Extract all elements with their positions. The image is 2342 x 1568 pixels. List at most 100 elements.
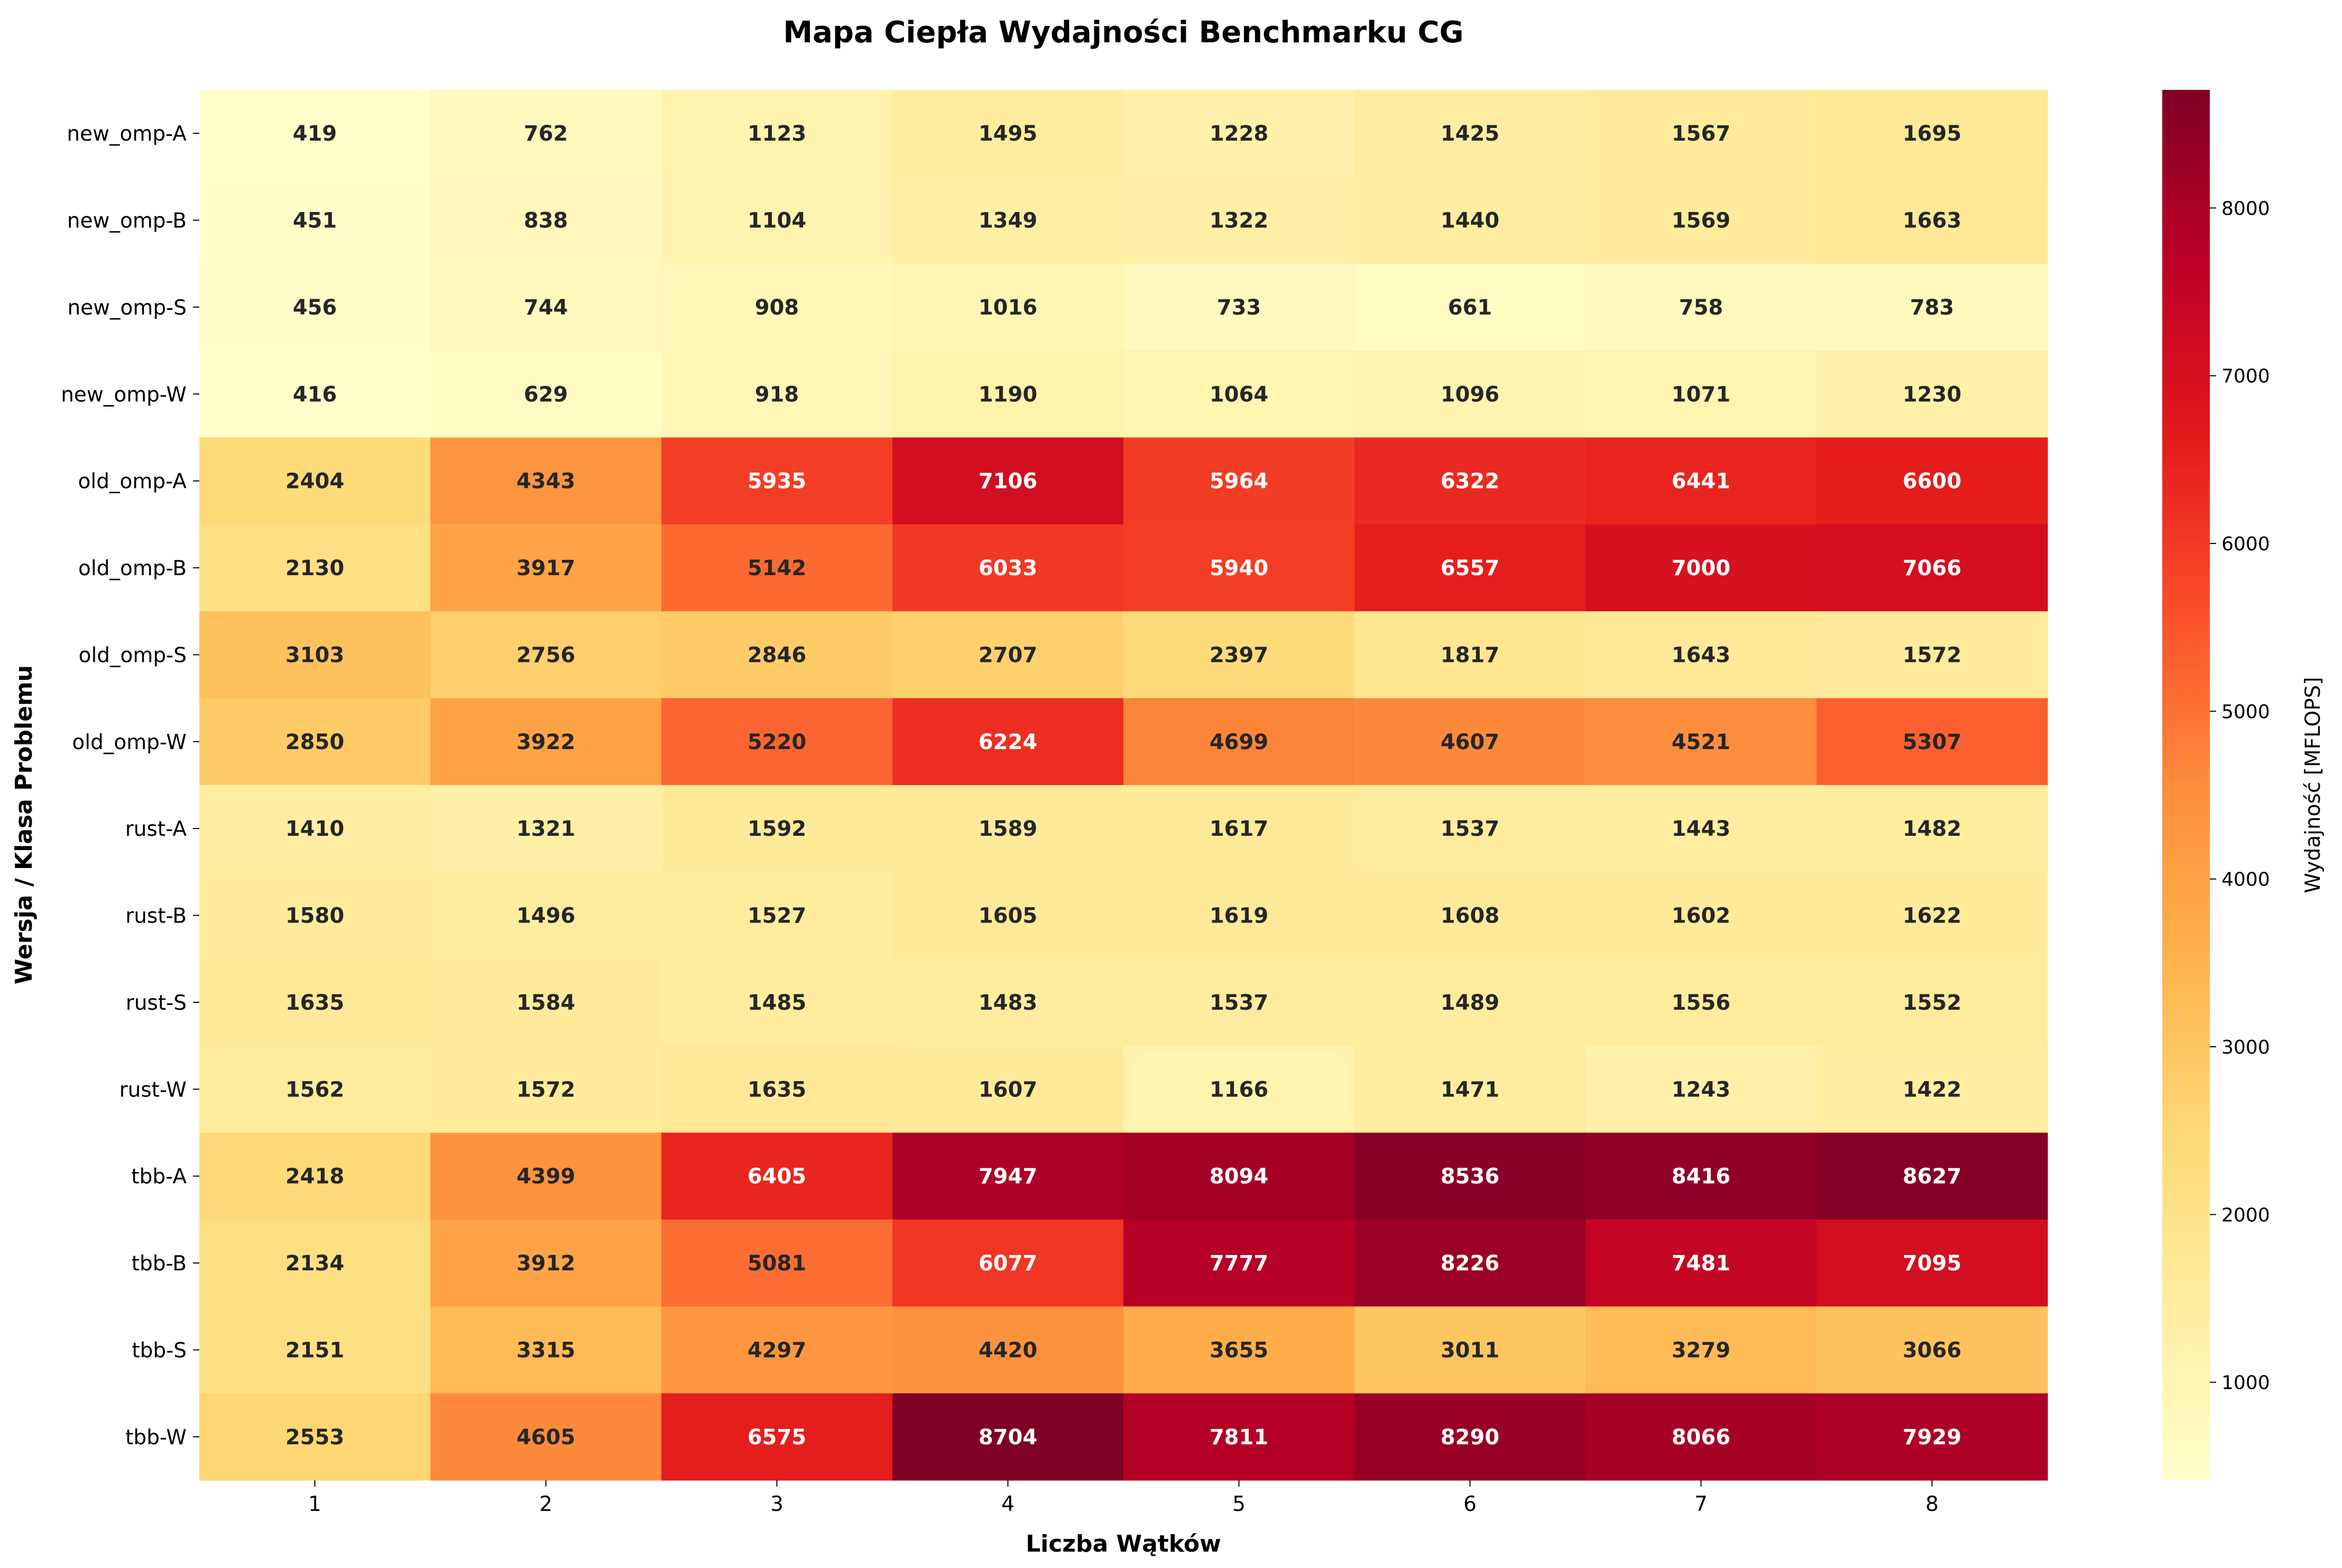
- y-axis-label: Wersja / Klasa Problemu: [11, 665, 38, 984]
- cell-value-label: 2418: [285, 1165, 344, 1189]
- heatmap-cell: [1354, 872, 1586, 960]
- x-tick-label: 7: [1694, 1492, 1708, 1516]
- heatmap-cell: [430, 872, 662, 960]
- cell-value-label: 5307: [1903, 730, 1961, 754]
- cell-value-label: 8094: [1210, 1165, 1268, 1189]
- cell-value-label: 1016: [979, 296, 1037, 320]
- heatmap-cell: [1354, 177, 1586, 264]
- y-tick-label: rust-W: [119, 1078, 187, 1102]
- cell-value-label: 1537: [1441, 817, 1499, 841]
- cell-value-label: 6322: [1441, 469, 1499, 494]
- cell-value-label: 4699: [1210, 730, 1268, 754]
- heatmap-cell: [1585, 1306, 1817, 1394]
- heatmap-cell: [199, 351, 431, 438]
- heatmap-cell: [430, 958, 662, 1046]
- heatmap-cell: [661, 1046, 893, 1133]
- heatmap-cell: [430, 524, 662, 612]
- cell-value-label: 6600: [1903, 469, 1961, 494]
- cell-value-label: 5081: [748, 1251, 806, 1276]
- y-tick-label: old_omp-B: [78, 557, 187, 580]
- cell-value-label: 2553: [285, 1425, 344, 1450]
- cell-value-label: 2134: [285, 1251, 344, 1276]
- heatmap-cell: [1123, 1046, 1355, 1133]
- cell-value-label: 762: [524, 122, 568, 146]
- heatmap-cell: [1354, 785, 1586, 872]
- heatmap-cell: [892, 263, 1124, 351]
- x-tick-label: 3: [770, 1492, 783, 1516]
- heatmap-cell: [430, 785, 662, 872]
- y-tick-label: new_omp-W: [61, 383, 187, 407]
- heatmap-cell: [892, 785, 1124, 872]
- heatmap-cell: [430, 437, 662, 525]
- cell-value-label: 7481: [1672, 1251, 1730, 1276]
- heatmap-cell: [1354, 1132, 1586, 1220]
- heatmap-cell: [1354, 958, 1586, 1046]
- cell-value-label: 661: [1448, 296, 1492, 320]
- cell-value-label: 4420: [979, 1338, 1037, 1362]
- cell-value-label: 6405: [748, 1165, 806, 1189]
- cell-value-label: 1635: [285, 991, 344, 1015]
- cell-value-label: 6033: [979, 556, 1037, 580]
- heatmap-cell: [430, 1219, 662, 1307]
- cell-value-label: 1572: [1903, 643, 1961, 667]
- cell-value-label: 1482: [1903, 817, 1961, 841]
- cell-value-label: 1190: [979, 382, 1037, 407]
- cell-value-label: 3922: [517, 730, 575, 754]
- cell-value-label: 1552: [1903, 991, 1961, 1015]
- cell-value-label: 1592: [748, 817, 806, 841]
- cell-value-label: 1483: [979, 991, 1037, 1015]
- heatmap-cell: [1817, 524, 2048, 612]
- heatmap-cell: [1817, 1132, 2048, 1220]
- heatmap-cell: [661, 1393, 893, 1481]
- cell-value-label: 1471: [1441, 1077, 1499, 1102]
- cell-value-label: 1495: [979, 122, 1037, 146]
- cell-value-label: 2151: [285, 1338, 344, 1362]
- heatmap-cell: [661, 1306, 893, 1394]
- cell-value-label: 1096: [1441, 382, 1499, 407]
- x-tick-label: 8: [1925, 1492, 1939, 1516]
- cell-value-label: 1422: [1903, 1077, 1961, 1102]
- chart-title: Mapa Ciepła Wydajności Benchmarku CG: [783, 15, 1463, 50]
- heatmap-cell: [892, 1046, 1124, 1133]
- cell-value-label: 1572: [517, 1077, 575, 1102]
- cell-value-label: 7095: [1903, 1251, 1961, 1276]
- heatmap-cell: [1354, 437, 1586, 525]
- colorbar-tick-label: 5000: [2221, 701, 2270, 723]
- heatmap-cell: [892, 872, 1124, 960]
- heatmap-cell: [199, 437, 431, 525]
- cell-value-label: 2850: [285, 730, 344, 754]
- cell-value-label: 1104: [748, 209, 806, 233]
- heatmap-cell: [1123, 872, 1355, 960]
- y-tick-label: rust-S: [126, 991, 187, 1015]
- cell-value-label: 2846: [748, 643, 806, 667]
- cell-value-label: 838: [524, 209, 568, 233]
- heatmap-cell: [892, 1132, 1124, 1220]
- cell-value-label: 1496: [517, 904, 575, 928]
- cell-value-label: 3279: [1672, 1338, 1730, 1362]
- heatmap-cell: [199, 1219, 431, 1307]
- cell-value-label: 1166: [1210, 1077, 1268, 1102]
- heatmap-cells: [199, 90, 2048, 1481]
- cell-value-label: 2130: [285, 556, 344, 580]
- heatmap-cell: [892, 1393, 1124, 1481]
- cell-value-label: 7106: [979, 469, 1037, 494]
- cell-value-label: 4343: [517, 469, 575, 494]
- cell-value-label: 1123: [748, 122, 806, 146]
- heatmap-cell: [892, 698, 1124, 786]
- heatmap-cell-labels: 419 762 1123 1495 1228 1425 1567 1695 451 838 1104…: [285, 122, 1961, 1450]
- cell-value-label: 8066: [1672, 1425, 1730, 1450]
- heatmap-cell: [661, 872, 893, 960]
- heatmap-cell: [1585, 177, 1817, 264]
- cell-value-label: 783: [1910, 296, 1954, 320]
- cell-value-label: 1608: [1441, 904, 1499, 928]
- cell-value-label: 8226: [1441, 1251, 1499, 1276]
- heatmap-cell: [1817, 177, 2048, 264]
- cell-value-label: 1556: [1672, 991, 1730, 1015]
- colorbar-tick-label: 6000: [2221, 533, 2270, 555]
- heatmap-cell: [430, 1046, 662, 1133]
- cell-value-label: 8704: [979, 1425, 1037, 1450]
- cell-value-label: 1485: [748, 991, 806, 1015]
- heatmap-cell: [1585, 524, 1817, 612]
- cell-value-label: 1562: [285, 1077, 344, 1102]
- cell-value-label: 918: [755, 382, 799, 407]
